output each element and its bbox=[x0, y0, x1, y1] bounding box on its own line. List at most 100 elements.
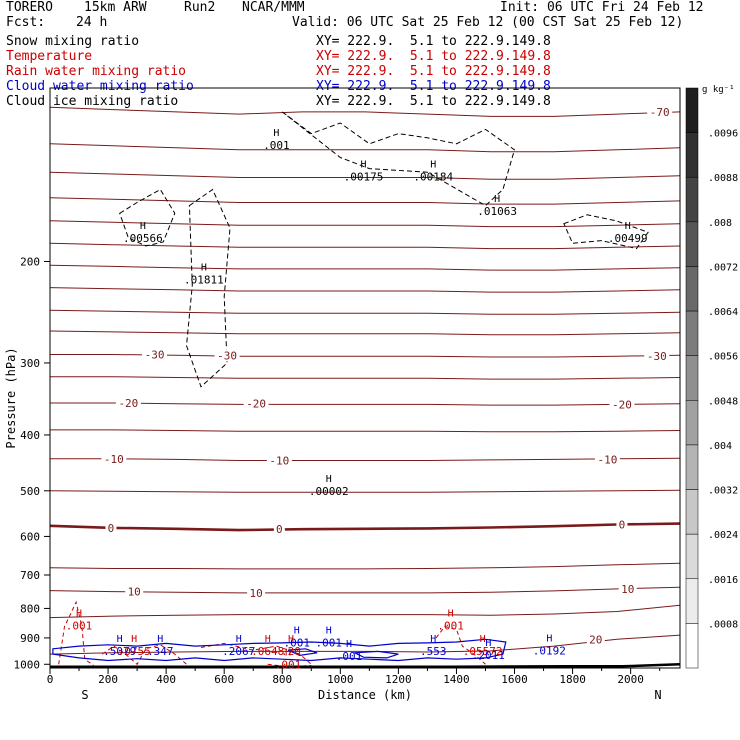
temp-label-bg-1 bbox=[142, 348, 168, 361]
max-marker-19: H bbox=[480, 634, 486, 645]
max-marker-14: H bbox=[157, 634, 163, 645]
max-label-12: .5079 bbox=[103, 645, 136, 658]
temperature-contour-6 bbox=[49, 264, 681, 271]
colorbar-segment-10 bbox=[685, 533, 699, 580]
temp-label-4: -20 bbox=[118, 397, 138, 410]
y-tick-label-1: 300 bbox=[20, 357, 40, 370]
colorbar-segment-7 bbox=[685, 400, 699, 446]
x-tick-label-1: 200 bbox=[98, 673, 118, 686]
temp-label-13: 10 bbox=[128, 586, 141, 599]
temp-label-bg-10 bbox=[105, 521, 117, 534]
temp-label-5: -20 bbox=[246, 398, 266, 411]
temp-label-3: -30 bbox=[647, 350, 667, 363]
y-tick-label-4: 600 bbox=[20, 530, 40, 543]
y-axis-label: Pressure (hPa) bbox=[4, 347, 18, 448]
terrain-line bbox=[50, 663, 681, 669]
max-label-21: .0192 bbox=[533, 644, 566, 657]
init-time: Init: 06 UTC Fri 24 Feb 12 bbox=[500, 0, 704, 15]
x-tick-label-9: 1800 bbox=[559, 673, 586, 686]
max-marker-13: H bbox=[131, 634, 137, 645]
cloud-water-contour-0 bbox=[52, 638, 507, 662]
temp-label-16: 20 bbox=[589, 633, 602, 646]
max-label-11: .001 bbox=[315, 636, 342, 649]
max-marker-20: H bbox=[485, 638, 491, 649]
x-tick-label-4: 800 bbox=[272, 673, 292, 686]
colorbar-segment-11 bbox=[685, 578, 699, 624]
max-marker-23: H bbox=[285, 648, 291, 659]
temperature-contour-15 bbox=[49, 489, 681, 493]
temp-label-bg-11 bbox=[273, 523, 285, 536]
max-marker-8: H bbox=[76, 609, 82, 620]
colorbar-unit: g kg⁻¹ bbox=[702, 85, 735, 95]
max-marker-9: H bbox=[448, 609, 454, 620]
colorbar-tick-label-2: .008 bbox=[708, 218, 732, 229]
colorbar-tick-label-4: .0064 bbox=[708, 307, 738, 318]
header: TORERO 15km ARW Run2 NCAR/MMM Init: 06 U… bbox=[0, 0, 740, 115]
max-marker-4: H bbox=[140, 221, 146, 232]
temperature-contour-7 bbox=[49, 287, 681, 293]
x-tick-label-7: 1400 bbox=[443, 673, 470, 686]
max-marker-10: H bbox=[294, 625, 300, 636]
temperature-contour-13 bbox=[50, 429, 681, 433]
y-tick-label-0: 200 bbox=[20, 255, 40, 268]
rain-contour-3 bbox=[435, 625, 486, 665]
temperature-contour-19 bbox=[49, 604, 681, 619]
max-label-2: .00184 bbox=[413, 171, 453, 184]
temp-label-bg-6 bbox=[609, 398, 635, 411]
max-marker-1: H bbox=[361, 160, 367, 171]
colorbar-tick-label-1: .0088 bbox=[708, 173, 738, 184]
field-xy-snow: XY= 222.9. 5.1 to 222.9.149.8 bbox=[316, 34, 551, 49]
x-tick-label-2: 400 bbox=[156, 673, 176, 686]
temp-label-bg-9 bbox=[594, 453, 620, 466]
temperature-contour-11 bbox=[50, 376, 681, 380]
field-xy-rain: XY= 222.9. 5.1 to 222.9.149.8 bbox=[316, 64, 551, 79]
rain-contour-0 bbox=[58, 600, 94, 666]
y-tick-label-2: 400 bbox=[20, 429, 40, 442]
temp-label-bg-15 bbox=[618, 582, 637, 595]
colorbar-segment-4 bbox=[685, 266, 699, 312]
temperature-contour-12 bbox=[50, 402, 681, 406]
x-tick-label-6: 1200 bbox=[385, 673, 412, 686]
cloud-water-contour-2 bbox=[287, 648, 318, 657]
temperature-contour-8 bbox=[49, 309, 681, 315]
y-tick-label-5: 700 bbox=[20, 569, 40, 582]
max-label-5: .01811 bbox=[184, 274, 224, 287]
max-marker-16: H bbox=[265, 634, 271, 645]
max-label-19: .05572 bbox=[463, 645, 503, 658]
max-label-23: .001 bbox=[275, 659, 302, 672]
colorbar-tick-label-6: .0048 bbox=[708, 396, 738, 407]
colorbar-tick-label-10: .0016 bbox=[708, 575, 738, 586]
max-marker-7: H bbox=[326, 474, 332, 485]
max-marker-17: H bbox=[288, 634, 294, 645]
temp-label-2: -30 bbox=[217, 349, 237, 362]
max-label-14: .347 bbox=[147, 645, 174, 658]
max-label-3: .01063 bbox=[477, 205, 517, 218]
max-label-22: .001 bbox=[336, 650, 363, 663]
temp-label-9: -10 bbox=[597, 453, 617, 466]
temp-label-0: -70 bbox=[650, 106, 670, 119]
max-marker-15: H bbox=[236, 634, 242, 645]
temp-label-6: -20 bbox=[612, 398, 632, 411]
temp-label-8: -10 bbox=[269, 455, 289, 468]
max-marker-2: H bbox=[430, 160, 436, 171]
field-xy-cloud-water: XY= 222.9. 5.1 to 222.9.149.8 bbox=[316, 79, 551, 94]
temp-label-bg-12 bbox=[616, 518, 628, 531]
max-label-1: .00175 bbox=[344, 171, 384, 184]
max-label-4: .00566 bbox=[123, 232, 163, 245]
temp-label-bg-3 bbox=[644, 350, 670, 363]
max-label-13: .0755 bbox=[118, 645, 151, 658]
ice-contour-3 bbox=[563, 214, 649, 250]
max-marker-12: H bbox=[117, 634, 123, 645]
cloud-water-contour-1 bbox=[352, 650, 399, 659]
field-name-rain: Rain water mixing ratio bbox=[6, 64, 187, 79]
field-name-temperature: Temperature bbox=[6, 49, 93, 64]
colorbar-tick-label-3: .0072 bbox=[708, 262, 738, 273]
temp-label-bg-16 bbox=[586, 633, 605, 646]
temp-label-1: -30 bbox=[145, 348, 165, 361]
plot-frame bbox=[49, 87, 681, 669]
temp-label-bg-2 bbox=[214, 349, 240, 362]
temp-label-7: -10 bbox=[104, 453, 124, 466]
temp-label-11: 0 bbox=[276, 523, 283, 536]
max-label-18: .553 bbox=[420, 645, 447, 658]
